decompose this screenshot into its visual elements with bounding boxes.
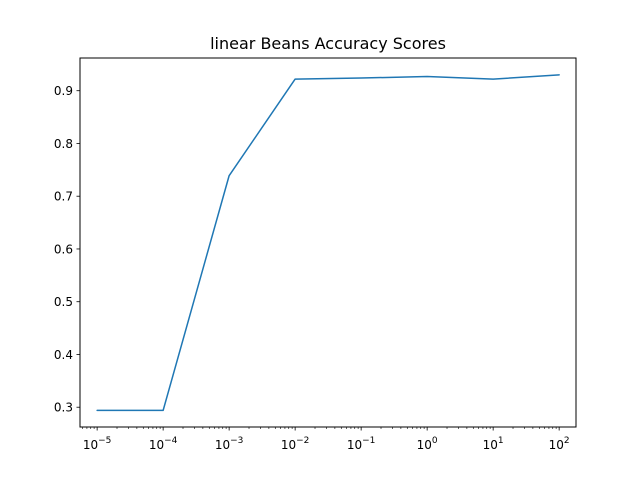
y-tick-label: 0.5 (54, 295, 73, 309)
x-tick-exponent: −1 (362, 436, 375, 446)
x-tick-label: 101 (483, 436, 504, 452)
x-tick-label: 10−5 (83, 436, 112, 452)
x-tick-label: 102 (549, 436, 570, 452)
x-tick-exponent: −3 (230, 436, 243, 446)
y-tick-label: 0.9 (54, 84, 73, 98)
series-line (96, 74, 560, 412)
x-tick-label: 10−4 (149, 436, 178, 452)
x-tick-base: 10 (347, 438, 362, 452)
x-tick-label: 100 (417, 436, 438, 452)
x-tick-base: 10 (281, 438, 296, 452)
x-tick-exponent: 0 (432, 436, 438, 446)
x-tick-label: 10−2 (281, 436, 310, 452)
chart-title: linear Beans Accuracy Scores (210, 34, 446, 53)
x-tick-label: 10−1 (347, 436, 376, 452)
y-tick-label: 0.7 (54, 190, 73, 204)
x-tick-base: 10 (83, 438, 98, 452)
x-tick-label: 10−3 (215, 436, 244, 452)
y-axis: 0.3 0.4 0.5 0.6 0.7 0.8 0.9 (54, 84, 80, 415)
x-tick-exponent: 2 (564, 436, 570, 446)
x-tick-base: 10 (215, 438, 230, 452)
y-tick-label: 0.6 (54, 242, 73, 256)
series-group (96, 74, 560, 412)
x-tick-exponent: −4 (164, 436, 178, 446)
x-tick-exponent: 1 (498, 436, 504, 446)
x-tick-base: 10 (417, 438, 432, 452)
y-tick-label: 0.4 (54, 348, 73, 362)
x-axis: 10−5 10−4 10−3 10−2 10−1 100 101 102 (82, 427, 570, 452)
x-tick-base: 10 (549, 438, 564, 452)
x-tick-exponent: −5 (98, 436, 111, 446)
x-tick-base: 10 (483, 438, 498, 452)
plot-frame (79, 57, 577, 428)
x-tick-exponent: −2 (296, 436, 309, 446)
x-tick-base: 10 (149, 438, 164, 452)
y-tick-label: 0.8 (54, 137, 73, 151)
y-tick-label: 0.3 (54, 401, 73, 415)
